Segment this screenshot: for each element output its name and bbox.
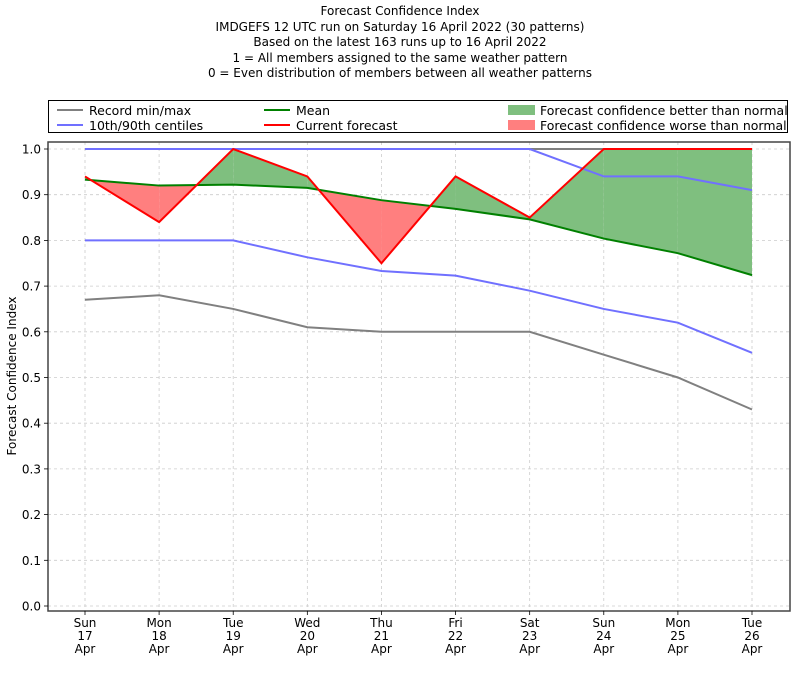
x-tick-label: Apr bbox=[519, 642, 540, 656]
fill-better-than-normal bbox=[233, 149, 308, 188]
x-tick-label: Tue bbox=[741, 616, 763, 630]
x-tick-label: Apr bbox=[593, 642, 614, 656]
legend-swatch-current bbox=[264, 124, 290, 126]
y-tick-label: 0.8 bbox=[22, 234, 41, 248]
legend: Record min/max 10th/90th centiles Mean C… bbox=[48, 100, 788, 133]
x-tick-label: Tue bbox=[222, 616, 244, 630]
y-tick-label: 1.0 bbox=[22, 143, 41, 157]
x-tick-label: Mon bbox=[146, 616, 171, 630]
legend-label-better: Forecast confidence better than normal bbox=[540, 102, 788, 118]
chart-titles: Forecast Confidence Index IMDGEFS 12 UTC… bbox=[0, 4, 800, 82]
legend-item-worse: Forecast confidence worse than normal bbox=[508, 117, 787, 133]
y-tick-label: 0.0 bbox=[22, 600, 41, 614]
x-tick-label: Apr bbox=[223, 642, 244, 656]
y-tick-label: 0.7 bbox=[22, 280, 41, 294]
legend-item-record: Record min/max bbox=[57, 102, 192, 118]
x-tick-label: 24 bbox=[596, 629, 611, 643]
y-tick-label: 0.5 bbox=[22, 371, 41, 385]
legend-item-current: Current forecast bbox=[264, 117, 398, 133]
y-tick-label: 0.6 bbox=[22, 325, 41, 339]
x-tick-label: 26 bbox=[744, 629, 759, 643]
centile-90-line bbox=[85, 148, 753, 192]
x-tick-label: Thu bbox=[369, 616, 393, 630]
legend-swatch-centiles bbox=[57, 124, 83, 126]
x-tick-label: 18 bbox=[151, 629, 166, 643]
x-tick-label: 19 bbox=[226, 629, 241, 643]
legend-item-better: Forecast confidence better than normal bbox=[508, 102, 788, 118]
x-tick-label: Wed bbox=[294, 616, 320, 630]
x-tick-label: Sat bbox=[520, 616, 540, 630]
x-tick-label: Apr bbox=[149, 642, 170, 656]
x-tick-label: Sun bbox=[74, 616, 97, 630]
x-tick-label: Apr bbox=[445, 642, 466, 656]
chart-subtitle-4: 0 = Even distribution of members between… bbox=[207, 66, 593, 80]
x-tick-label: Sun bbox=[592, 616, 615, 630]
x-axis: Sun17AprMon18AprTue19AprWed20AprThu21Apr… bbox=[74, 611, 763, 656]
legend-label-current: Current forecast bbox=[296, 117, 398, 133]
x-tick-label: Apr bbox=[75, 642, 96, 656]
legend-swatch-better bbox=[508, 105, 535, 115]
y-tick-label: 0.2 bbox=[22, 508, 41, 522]
chart-subtitle-1: IMDGEFS 12 UTC run on Saturday 16 April … bbox=[215, 19, 585, 34]
y-tick-label: 0.3 bbox=[22, 462, 41, 476]
y-axis: 0.0 0.1 0.2 0.3 0.4 0.5 0.6 0.7 0.8 0.9 1.0 bbox=[22, 143, 48, 614]
series-lines bbox=[84, 147, 753, 411]
y-axis-label: Forecast Confidence Index bbox=[5, 297, 19, 456]
chart-title: Forecast Confidence Index bbox=[320, 4, 480, 18]
x-tick-label: Apr bbox=[297, 642, 318, 656]
x-tick-label: 22 bbox=[448, 629, 463, 643]
chart-subtitle-2: Based on the latest 163 runs up to 16 Ap… bbox=[253, 35, 547, 49]
plot-frame bbox=[47, 141, 791, 612]
y-tick-label: 0.9 bbox=[22, 188, 41, 202]
x-tick-label: Apr bbox=[371, 642, 392, 656]
confidence-fills bbox=[85, 149, 752, 276]
fill-better-than-normal bbox=[603, 149, 678, 254]
fill-better-than-normal bbox=[529, 149, 604, 239]
x-tick-label: Apr bbox=[668, 642, 689, 656]
legend-swatch-record bbox=[57, 109, 83, 111]
x-tick-label: Mon bbox=[665, 616, 690, 630]
x-tick-label: 17 bbox=[77, 629, 92, 643]
legend-item-centiles: 10th/90th centiles bbox=[57, 117, 204, 133]
x-tick-label: 23 bbox=[522, 629, 537, 643]
centile-10-line bbox=[85, 239, 753, 354]
x-tick-label: 20 bbox=[300, 629, 315, 643]
legend-swatch-worse bbox=[508, 120, 535, 130]
x-tick-label: 21 bbox=[374, 629, 389, 643]
y-tick-label: 0.4 bbox=[22, 417, 41, 431]
legend-label-record: Record min/max bbox=[89, 102, 192, 118]
record-min-line bbox=[84, 294, 753, 411]
legend-label-worse: Forecast confidence worse than normal bbox=[540, 117, 787, 133]
x-tick-label: Fri bbox=[448, 616, 462, 630]
legend-label-mean: Mean bbox=[296, 102, 331, 118]
legend-item-mean: Mean bbox=[264, 102, 331, 118]
chart-subtitle-3: 1 = All members assigned to the same wea… bbox=[232, 50, 568, 65]
y-tick-label: 0.1 bbox=[22, 554, 41, 568]
current-forecast-line bbox=[84, 147, 752, 265]
legend-swatch-mean bbox=[264, 109, 290, 111]
x-tick-label: Apr bbox=[742, 642, 763, 656]
legend-label-centiles: 10th/90th centiles bbox=[89, 117, 204, 133]
x-tick-label: 25 bbox=[670, 629, 685, 643]
